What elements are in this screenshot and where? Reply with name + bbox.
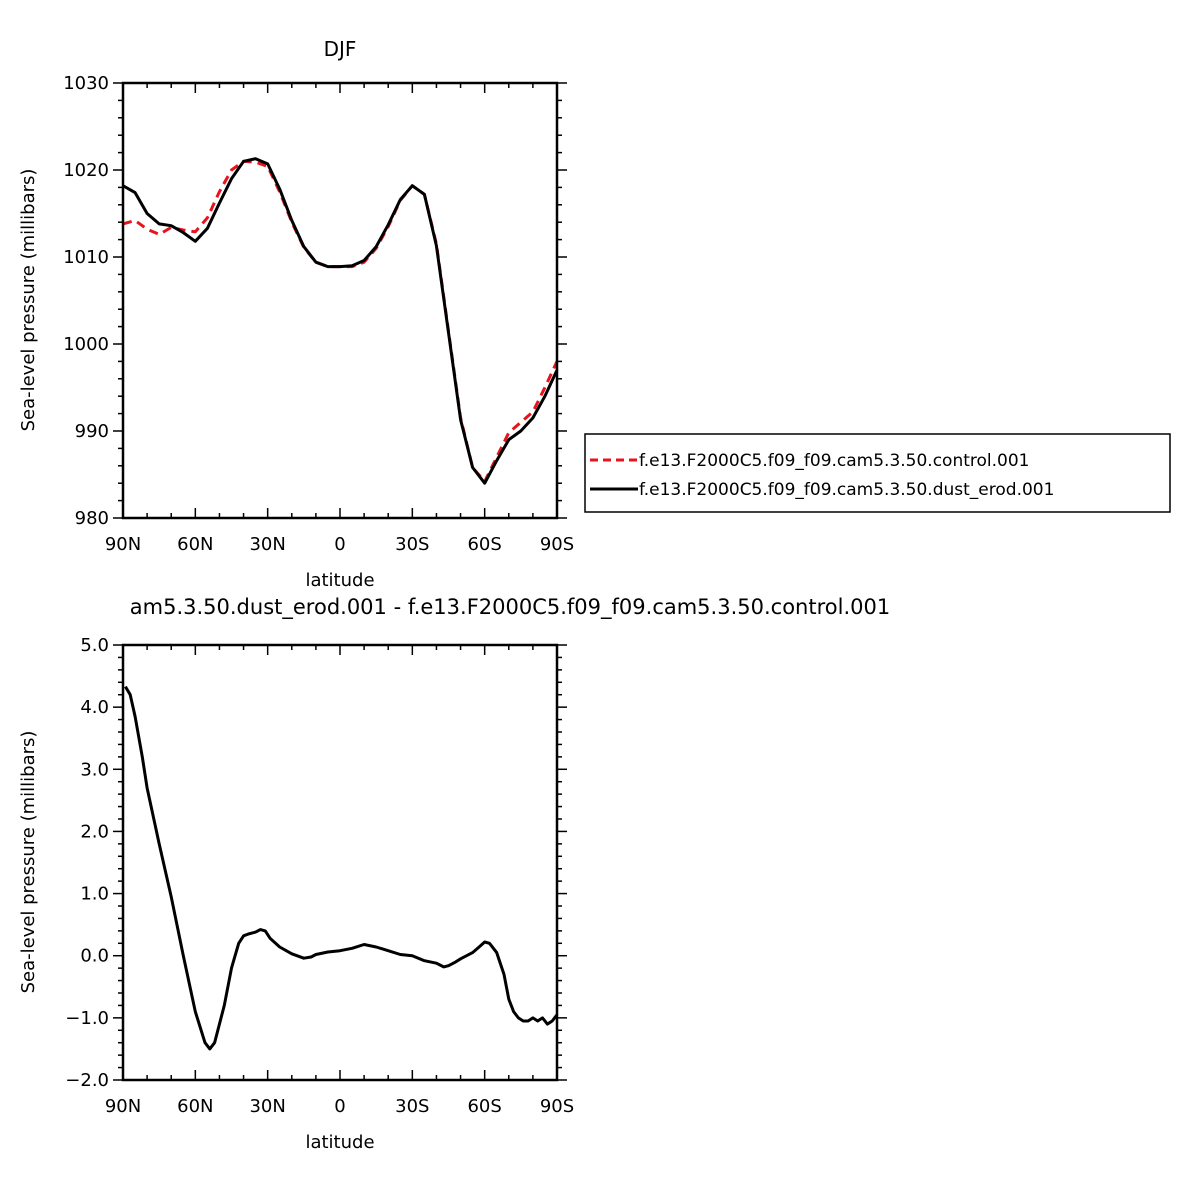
bottom-y-axis-label: Sea-level pressure (millibars) bbox=[18, 731, 39, 994]
top-series-line-1 bbox=[122, 157, 559, 485]
bottom-y-tick-label: −2.0 bbox=[65, 1070, 109, 1091]
legend-label-control: f.e13.F2000C5.f09_f09.cam5.3.50.control.… bbox=[639, 451, 1030, 471]
bottom-y-tick-label: 2.0 bbox=[80, 821, 109, 842]
top-ticks: 90N 60N 30N 0 30S 60S 90S 980 990 1000 1010 1020 103… bbox=[63, 73, 574, 555]
bottom-lines bbox=[124, 685, 559, 1051]
bottom-x-tick-label: 30N bbox=[249, 1096, 285, 1117]
top-y-tick-label: 980 bbox=[75, 508, 109, 529]
bottom-y-tick-label: 5.0 bbox=[80, 635, 109, 656]
top-lines bbox=[122, 157, 559, 485]
top-x-tick-label: 30S bbox=[395, 534, 429, 555]
top-y-tick-label: 990 bbox=[75, 421, 109, 442]
bottom-x-tick-label: 60N bbox=[177, 1096, 213, 1117]
legend-box bbox=[584, 433, 1171, 513]
top-plot-frame bbox=[121, 81, 559, 520]
bottom-x-tick-label: 30S bbox=[395, 1096, 429, 1117]
legend-label-dust-erod: f.e13.F2000C5.f09_f09.cam5.3.50.dust_ero… bbox=[639, 480, 1054, 500]
bottom-y-tick-label: 1.0 bbox=[80, 884, 109, 905]
top-x-tick-label: 60N bbox=[177, 534, 213, 555]
bottom-y-tick-label: 4.0 bbox=[80, 697, 109, 718]
top-y-tick-label: 1010 bbox=[63, 247, 109, 268]
bottom-y-tick-label: 3.0 bbox=[80, 759, 109, 780]
bottom-x-tick-label: 90N bbox=[105, 1096, 141, 1117]
bottom-plot-frame bbox=[121, 643, 559, 1082]
top-chart-title: DJF bbox=[324, 37, 357, 61]
top-x-tick-label: 0 bbox=[334, 534, 345, 555]
bottom-x-tick-label: 0 bbox=[334, 1096, 345, 1117]
top-y-tick-label: 1020 bbox=[63, 160, 109, 181]
bottom-panel: am5.3.50.dust_erod.001 - f.e13.F2000C5.f… bbox=[18, 595, 890, 1153]
bottom-x-tick-label: 60S bbox=[467, 1096, 501, 1117]
top-x-tick-label: 90S bbox=[540, 534, 574, 555]
bottom-ticks: 90N 60N 30N 0 30S 60S 90S −2.0 −1.0 0.0 1.0 2.0 3.0 4… bbox=[65, 635, 574, 1117]
top-y-tick-label: 1030 bbox=[63, 73, 109, 94]
bottom-series-line-0 bbox=[124, 685, 559, 1051]
bottom-chart-title: am5.3.50.dust_erod.001 - f.e13.F2000C5.f… bbox=[130, 595, 890, 620]
top-y-axis-label: Sea-level pressure (millibars) bbox=[18, 169, 39, 432]
legend: f.e13.F2000C5.f09_f09.cam5.3.50.control.… bbox=[584, 433, 1171, 513]
bottom-y-tick-label: −1.0 bbox=[65, 1008, 109, 1029]
bottom-x-tick-label: 90S bbox=[540, 1096, 574, 1117]
top-x-axis-label: latitude bbox=[305, 570, 374, 591]
bottom-y-tick-label: 0.0 bbox=[80, 946, 109, 967]
top-x-tick-label: 90N bbox=[105, 534, 141, 555]
bottom-x-axis-label: latitude bbox=[305, 1132, 374, 1153]
top-x-tick-label: 30N bbox=[249, 534, 285, 555]
top-x-tick-label: 60S bbox=[467, 534, 501, 555]
top-series-line-0 bbox=[122, 159, 559, 483]
top-panel: DJF 90N 60N 30N 0 30S 60S 90S 980 990 1000 1010 102… bbox=[18, 37, 574, 591]
top-y-tick-label: 1000 bbox=[63, 334, 109, 355]
